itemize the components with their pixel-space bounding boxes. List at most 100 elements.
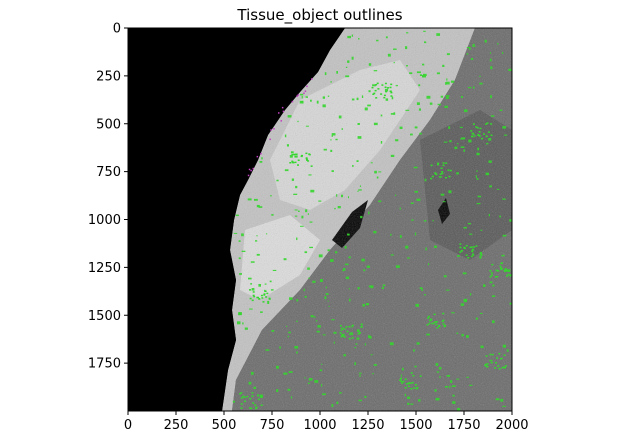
outline-speckle <box>437 103 442 106</box>
outline-cluster-speckle <box>294 161 297 164</box>
outline-cluster-speckle <box>399 379 401 381</box>
outline-speckle <box>446 81 450 85</box>
outline-speckle <box>443 141 448 143</box>
outline-cluster-speckle <box>294 153 297 155</box>
outline-cluster-speckle <box>411 381 414 384</box>
y-tick-label: 1750 <box>88 357 121 372</box>
outline-cluster-speckle <box>487 131 490 133</box>
outline-cluster-speckle <box>507 273 510 276</box>
outline-speckle <box>378 171 382 173</box>
outline-cluster-speckle <box>496 357 498 359</box>
outline-cluster-speckle <box>445 177 447 179</box>
outline-speckle <box>361 258 365 262</box>
outline-speckle <box>276 365 279 369</box>
outline-speckle <box>460 146 465 148</box>
outline-speckle <box>389 342 394 346</box>
outline-speckle <box>296 237 298 241</box>
outline-speckle <box>330 81 332 83</box>
outline-cluster-speckle <box>305 152 308 155</box>
outline-speckle <box>436 33 440 36</box>
outline-speckle <box>456 172 459 175</box>
outline-speckle <box>506 349 509 352</box>
outline-speckle <box>445 82 447 85</box>
outline-speckle <box>299 100 304 104</box>
outline-cluster-speckle <box>441 171 444 173</box>
outline-cluster-speckle <box>264 290 267 292</box>
outline-speckle <box>416 198 421 201</box>
outline-speckle <box>310 99 312 102</box>
outline-speckle <box>294 346 299 349</box>
outline-speckle <box>450 80 455 83</box>
outline-speckle <box>343 354 346 357</box>
outline-speckle <box>495 398 500 401</box>
outline-cluster-speckle <box>343 336 346 338</box>
outline-cluster-speckle <box>387 87 389 89</box>
outline-cluster-speckle <box>436 327 439 329</box>
outline-cluster-speckle <box>390 91 393 94</box>
outline-speckle <box>506 269 511 272</box>
outline-speckle <box>423 220 427 222</box>
outline-cluster-speckle <box>509 275 512 277</box>
outline-speckle <box>345 66 348 68</box>
outline-speckle <box>468 139 472 143</box>
outline-cluster-speckle <box>242 395 245 398</box>
outline-cluster-speckle <box>459 243 462 245</box>
outline-cluster-speckle <box>472 253 474 255</box>
x-tick-label: 2000 <box>495 418 528 433</box>
outline-speckle <box>349 298 351 302</box>
outline-speckle <box>288 371 293 373</box>
outline-speckle <box>407 402 410 405</box>
outline-cluster-speckle <box>430 318 433 320</box>
outline-cluster-speckle <box>490 134 493 136</box>
outline-speckle <box>341 194 343 198</box>
outline-cluster-speckle <box>463 246 466 249</box>
outline-cluster-speckle <box>500 267 502 269</box>
outline-cluster-speckle <box>359 332 361 334</box>
outline-speckle <box>310 315 314 318</box>
outline-speckle <box>334 207 336 210</box>
outline-speckle <box>358 372 362 374</box>
outline-speckle <box>466 53 469 55</box>
outline-speckle <box>479 251 482 255</box>
outline-cluster-speckle <box>351 324 354 327</box>
outline-speckle <box>256 253 260 256</box>
outline-magenta-speckle <box>296 95 298 97</box>
outline-speckle <box>489 58 492 62</box>
outline-speckle <box>483 284 486 287</box>
outline-speckle <box>486 143 489 145</box>
outline-speckle <box>463 149 465 152</box>
outline-speckle <box>490 95 492 99</box>
outline-cluster-speckle <box>339 325 342 327</box>
outline-speckle <box>466 335 469 338</box>
outline-speckle <box>291 178 294 181</box>
outline-speckle <box>449 140 452 143</box>
outline-speckle <box>369 336 372 339</box>
outline-speckle <box>358 38 360 40</box>
outline-speckle <box>307 213 309 215</box>
outline-cluster-speckle <box>293 153 296 156</box>
outline-cluster-speckle <box>406 383 408 385</box>
outline-cluster-speckle <box>500 357 503 360</box>
outline-speckle <box>422 75 424 78</box>
outline-speckle <box>395 194 397 196</box>
outline-speckle <box>508 68 512 71</box>
outline-speckle <box>358 189 362 191</box>
outline-speckle <box>322 104 326 108</box>
outline-speckle <box>451 312 455 314</box>
outline-speckle <box>491 295 496 297</box>
outline-speckle <box>338 115 342 119</box>
y-tick-label: 1250 <box>88 261 121 276</box>
outline-speckle <box>316 330 320 333</box>
outline-speckle <box>348 196 349 199</box>
outline-speckle <box>470 58 474 60</box>
outline-cluster-speckle <box>240 403 243 405</box>
outline-speckle <box>365 303 369 306</box>
outline-speckle <box>385 36 388 39</box>
outline-speckle <box>351 98 355 101</box>
outline-speckle <box>314 380 319 383</box>
outline-speckle <box>368 90 371 93</box>
outline-cluster-speckle <box>308 153 311 155</box>
outline-speckle <box>472 254 475 256</box>
outline-cluster-speckle <box>246 395 249 398</box>
outline-speckle <box>258 284 261 287</box>
